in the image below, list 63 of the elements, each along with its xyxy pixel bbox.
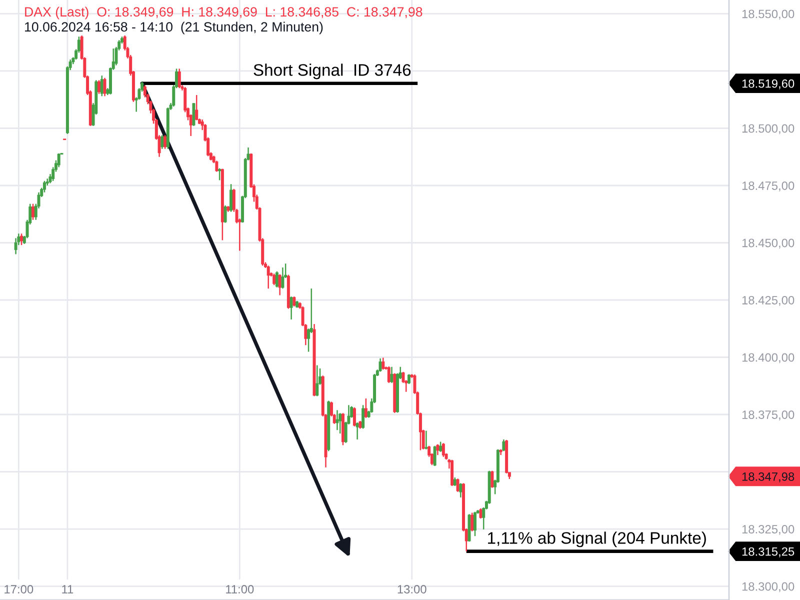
candlestick: [407, 374, 410, 385]
candlestick: [490, 470, 494, 488]
candlestick: [42, 180, 46, 193]
y-tick-label: 18.315,25: [742, 547, 794, 558]
candlestick: [14, 238, 18, 255]
x-tick-label: 11:00: [226, 585, 254, 594]
candlestick: [290, 296, 293, 320]
candlestick: [224, 204, 227, 224]
series-label: 1,11% ab Signal (204 Punkte): [488, 532, 706, 548]
y-tick-label: 18.450,00: [742, 238, 794, 249]
candlestick: [364, 398, 368, 419]
y-tick-label: 18.347,98: [742, 472, 794, 482]
x-tick-label: 13:00: [398, 585, 426, 594]
candlestick: [192, 102, 196, 127]
y-tick-label: 18.325,00: [742, 524, 794, 535]
candlestick: [292, 296, 296, 308]
candlestick: [230, 183, 233, 212]
candlestick: [281, 266, 284, 290]
candlestick: [382, 357, 385, 370]
candlestick: [20, 232, 24, 246]
candlestick: [439, 441, 442, 452]
y-tick-label: 18.550,00: [742, 10, 794, 20]
candlestick: [387, 366, 390, 384]
chart-title: DAX (Last) O: 18.349,69 H: 18.349,69 L: 18.346,85 C: 18.347,98: [25, 6, 422, 20]
candlestick: [160, 134, 164, 150]
series-label: Short Signal ID 3746: [254, 64, 411, 80]
candlestick: [98, 80, 101, 95]
x-tick-label: 11: [62, 585, 74, 594]
y-tick-label: 18.300,00: [742, 582, 794, 592]
candlestick: [57, 152, 60, 168]
candlestick: [442, 442, 445, 458]
y-tick-label: 18.425,00: [742, 296, 794, 306]
candlestick: [275, 270, 278, 288]
candlestick: [459, 482, 462, 498]
candlestick: [470, 512, 474, 532]
y-tick-label: 18.400,00: [742, 353, 794, 364]
candlestick: [103, 77, 106, 97]
candlestick: [32, 203, 35, 220]
candlestick: [195, 94, 198, 121]
candlestick: [352, 406, 356, 428]
candlestick: [338, 412, 342, 434]
candlestick: [164, 134, 167, 150]
candlestick: [433, 445, 436, 467]
candlestick: [502, 438, 506, 452]
x-tick-label: 17:00: [4, 585, 34, 594]
y-tick-label: 18.500,00: [742, 124, 794, 134]
candlestick: [436, 444, 440, 456]
candlestick: [178, 68, 181, 89]
candlestick: [474, 511, 476, 537]
candlestick: [424, 430, 428, 450]
y-tick-label: 18.475,00: [742, 181, 794, 192]
text: 10.06.2024 16:58 - 14:10 (21 Stunden, 2 Minuten): [25, 22, 323, 34]
y-tick-label: 18.375,00: [742, 410, 794, 420]
candlestick: [272, 273, 276, 286]
candlestick: [336, 410, 339, 431]
y-tick-label: 18.519,60: [742, 79, 794, 90]
candlestick: [100, 74, 104, 97]
candlestick: [266, 265, 270, 290]
candlestick: [316, 364, 319, 397]
candlestick: [362, 404, 365, 430]
candlestick: [456, 478, 460, 493]
candlestick: [218, 168, 222, 181]
candlestick: [479, 508, 482, 520]
